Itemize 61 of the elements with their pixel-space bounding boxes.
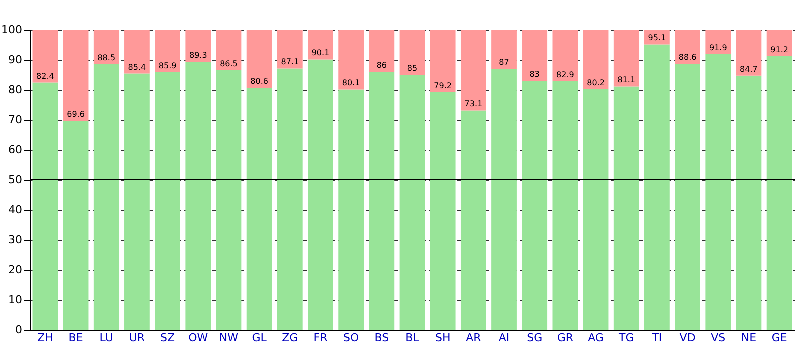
data-label: 89.3 bbox=[189, 51, 208, 60]
x-tick-label: VD bbox=[680, 332, 696, 344]
x-tick-label: TG bbox=[618, 332, 634, 344]
y-tick-label: 100 bbox=[2, 24, 22, 36]
data-label: 86.5 bbox=[220, 60, 238, 68]
data-label: 73.1 bbox=[464, 100, 483, 109]
x-tick-label: NE bbox=[741, 332, 757, 344]
x-tick-label: AI bbox=[498, 332, 510, 344]
x-tick-label: SH bbox=[435, 332, 451, 344]
x-tick-label: GR bbox=[557, 332, 574, 344]
x-tick-label: NW bbox=[219, 332, 239, 344]
data-label: 87 bbox=[499, 58, 510, 67]
data-label: 83 bbox=[530, 70, 540, 79]
data-label: 80.1 bbox=[342, 78, 360, 88]
y-tick-label: 40 bbox=[8, 204, 22, 216]
x-tick-label: AG bbox=[588, 332, 604, 344]
y-tick-label: 20 bbox=[8, 264, 22, 276]
y-tick-label: 30 bbox=[8, 234, 22, 246]
x-tick-label: VS bbox=[711, 332, 726, 344]
data-label: 81.1 bbox=[618, 76, 636, 85]
data-label: 91.2 bbox=[770, 45, 788, 54]
data-label: 84.7 bbox=[740, 64, 758, 74]
data-label: 85 bbox=[407, 64, 418, 73]
x-tick-label: AR bbox=[466, 332, 482, 344]
y-tick-label: 80 bbox=[8, 84, 22, 96]
x-tick-label: SZ bbox=[160, 332, 176, 344]
data-label: 88.5 bbox=[98, 54, 116, 62]
x-tick-label: OW bbox=[188, 332, 208, 344]
data-label: 79.2 bbox=[434, 81, 452, 90]
data-label: 90.1 bbox=[312, 48, 330, 58]
x-tick-label: UR bbox=[129, 332, 146, 344]
data-label: 80.2 bbox=[587, 78, 605, 88]
y-tick-label: 50 bbox=[8, 174, 22, 186]
data-label: 86 bbox=[376, 61, 388, 70]
data-label: 91.9 bbox=[709, 43, 728, 52]
x-tick-label: ZG bbox=[282, 332, 298, 344]
data-label: 82.9 bbox=[556, 70, 574, 80]
data-label: 69.6 bbox=[67, 110, 85, 120]
x-tick-label: SG bbox=[527, 332, 543, 344]
x-tick-label: TI bbox=[651, 332, 662, 344]
x-tick-label: LU bbox=[100, 332, 114, 344]
y-tick-label: 60 bbox=[8, 144, 22, 156]
data-label: 87.1 bbox=[281, 58, 300, 67]
y-tick-label: 70 bbox=[8, 114, 22, 126]
y-tick-label: 10 bbox=[8, 294, 22, 306]
data-label: 85.4 bbox=[128, 62, 146, 72]
y-tick-label: 0 bbox=[16, 324, 22, 336]
x-tick-label: BE bbox=[68, 332, 84, 344]
data-label: 85.9 bbox=[158, 61, 177, 70]
x-tick-label: GE bbox=[772, 332, 788, 344]
data-label: 95.1 bbox=[648, 34, 666, 43]
data-label: 80.6 bbox=[250, 77, 268, 86]
x-tick-label: BL bbox=[406, 332, 420, 344]
x-tick-label: BS bbox=[374, 332, 390, 344]
x-tick-label: GL bbox=[252, 332, 268, 344]
x-tick-label: SO bbox=[344, 332, 360, 344]
y-tick-label: 90 bbox=[8, 54, 22, 66]
data-label: 82.4 bbox=[36, 72, 54, 81]
x-tick-label: ZH bbox=[38, 332, 54, 344]
x-tick-label: FR bbox=[314, 332, 328, 344]
data-label: 88.6 bbox=[678, 53, 697, 62]
